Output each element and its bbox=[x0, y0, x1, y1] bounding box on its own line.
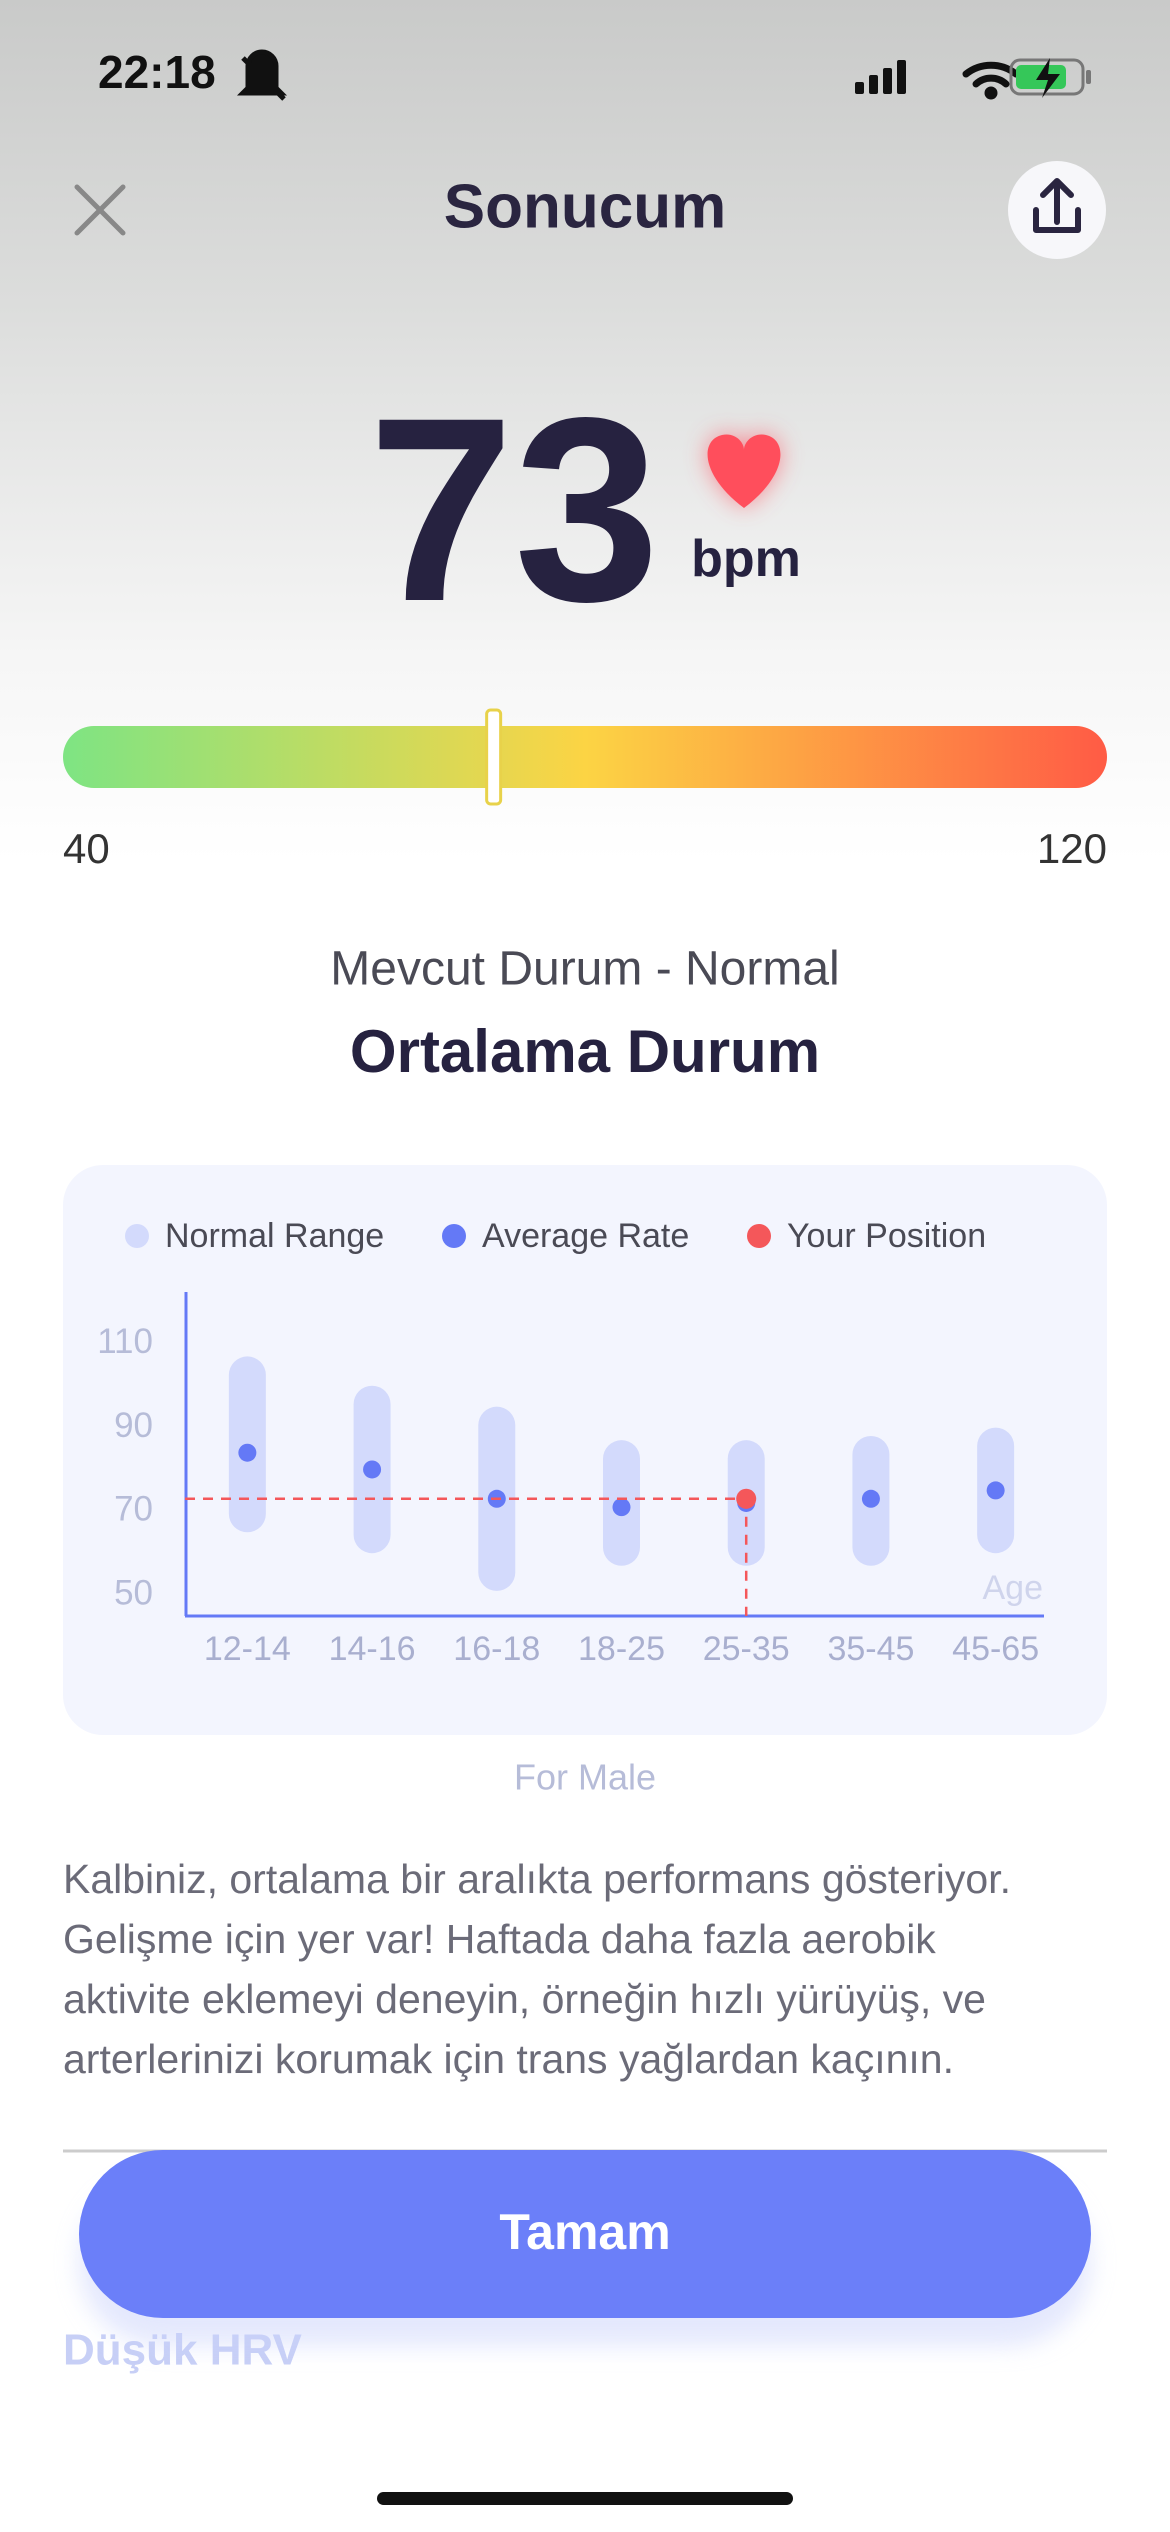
chart-caption: For Male bbox=[514, 1757, 656, 1798]
x-tick-label: 12-14 bbox=[204, 1630, 291, 1668]
average-dot bbox=[238, 1443, 257, 1462]
legend-dot bbox=[442, 1224, 466, 1248]
page-title: Sonucum bbox=[444, 172, 726, 241]
description-line: aktivite eklemeyi deneyin, örneğin hızlı… bbox=[63, 1976, 986, 2022]
description-line: arterlerinizi korumak için trans yağlard… bbox=[63, 2036, 954, 2082]
position-dot bbox=[736, 1488, 757, 1509]
y-tick-label: 90 bbox=[114, 1406, 153, 1445]
x-tick-label: 18-25 bbox=[578, 1630, 665, 1668]
ok-button[interactable]: Tamam bbox=[79, 2150, 1091, 2346]
gauge-marker bbox=[485, 708, 503, 806]
status-label: Ortalama Durum bbox=[350, 1018, 820, 1085]
y-tick-label: 50 bbox=[114, 1573, 153, 1612]
chart: Normal Range Average Rate Your Position 50 7… bbox=[97, 1217, 1044, 1668]
description-line: Kalbiniz, ortalama bir aralıkta performa… bbox=[63, 1856, 1011, 1902]
description-line: Gelişme için yer var! Haftada daha fazla… bbox=[63, 1916, 936, 1962]
home-indicator bbox=[377, 2492, 793, 2505]
average-dot bbox=[363, 1460, 382, 1479]
x-axis-title: Age bbox=[983, 1569, 1044, 1607]
gauge-bar bbox=[63, 726, 1107, 788]
average-dot bbox=[986, 1481, 1005, 1500]
y-tick-label: 110 bbox=[97, 1322, 153, 1361]
silent-icon bbox=[236, 49, 288, 101]
legend-label: Average Rate bbox=[482, 1217, 689, 1255]
ok-button-label[interactable]: Tamam bbox=[499, 2204, 670, 2260]
share-button[interactable] bbox=[1008, 161, 1106, 259]
status-text: Mevcut Durum - Normal bbox=[330, 943, 839, 996]
bpm-value: 73 bbox=[368, 363, 659, 656]
average-dot bbox=[612, 1498, 631, 1517]
close-button[interactable] bbox=[74, 184, 126, 236]
x-tick-label: 35-45 bbox=[827, 1630, 914, 1668]
description: Kalbiniz, ortalama bir aralıkta performa… bbox=[63, 1856, 1011, 2082]
battery-icon bbox=[1009, 58, 1091, 98]
x-tick-label: 45-65 bbox=[952, 1630, 1039, 1668]
x-tick-label: 25-35 bbox=[703, 1630, 790, 1668]
heart-icon bbox=[707, 434, 781, 508]
bpm-unit: bpm bbox=[691, 530, 801, 588]
bottom-fade bbox=[0, 2380, 1170, 2532]
gauge-min: 40 bbox=[63, 825, 110, 872]
legend-dot bbox=[747, 1224, 771, 1248]
gauge-max: 120 bbox=[1037, 825, 1107, 872]
legend-label: Normal Range bbox=[165, 1217, 384, 1255]
x-tick-label: 14-16 bbox=[329, 1630, 416, 1668]
status-time: 22:18 bbox=[98, 46, 216, 98]
x-tick-label: 16-18 bbox=[453, 1630, 540, 1668]
y-tick-label: 70 bbox=[114, 1490, 153, 1529]
chart-card bbox=[63, 1165, 1107, 1735]
average-dot bbox=[861, 1489, 880, 1508]
signal-icon bbox=[855, 60, 906, 94]
legend-dot bbox=[125, 1224, 149, 1248]
legend-label: Your Position bbox=[787, 1217, 986, 1255]
